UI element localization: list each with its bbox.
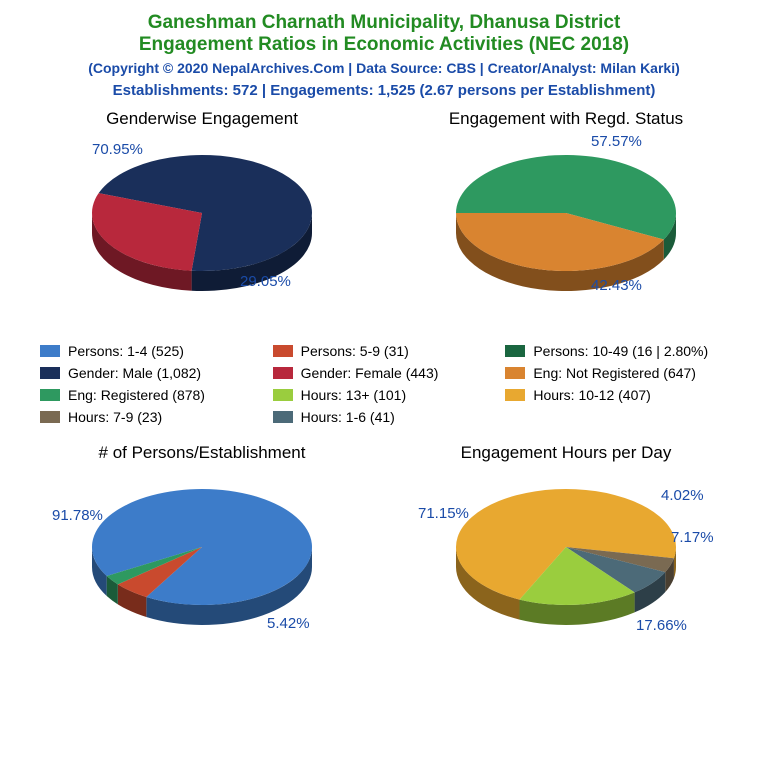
legend-swatch (40, 367, 60, 379)
legend-label: Hours: 7-9 (23) (68, 409, 162, 425)
legend: Persons: 1-4 (525) Persons: 5-9 (31) Perso… (20, 329, 748, 443)
stats-line: Establishments: 572 | Engagements: 1,525… (20, 82, 748, 99)
legend-swatch (505, 345, 525, 357)
legend-swatch (40, 345, 60, 357)
legend-item: Persons: 10-49 (16 | 2.80%) (505, 343, 728, 359)
chart-persons-title: # of Persons/Establishment (99, 443, 306, 463)
legend-item: Gender: Female (443) (273, 365, 496, 381)
legend-item: Hours: 7-9 (23) (40, 409, 263, 425)
legend-swatch (273, 345, 293, 357)
pie-hours: 71.15%4.02%7.17%17.66% (426, 467, 706, 637)
title-line-2: Engagement Ratios in Economic Activities… (20, 34, 748, 56)
legend-item: Eng: Not Registered (647) (505, 365, 728, 381)
pie-slice-label: 4.02% (661, 487, 704, 504)
chart-persons: # of Persons/Establishment 91.78%5.42% (20, 443, 384, 663)
legend-swatch (505, 389, 525, 401)
legend-item: Eng: Registered (878) (40, 387, 263, 403)
legend-swatch (273, 411, 293, 423)
chart-hours-title: Engagement Hours per Day (461, 443, 672, 463)
pie-slice-label: 7.17% (671, 529, 714, 546)
header-block: Ganeshman Charnath Municipality, Dhanusa… (20, 12, 748, 99)
legend-label: Gender: Female (443) (301, 365, 439, 381)
legend-label: Persons: 5-9 (31) (301, 343, 409, 359)
chart-gender-title: Genderwise Engagement (106, 109, 298, 129)
legend-label: Hours: 1-6 (41) (301, 409, 395, 425)
legend-swatch (273, 367, 293, 379)
charts-grid: Genderwise Engagement 70.95% 29.05% Engag… (20, 109, 748, 663)
title-line-1: Ganeshman Charnath Municipality, Dhanusa… (20, 12, 748, 34)
chart-gender: Genderwise Engagement 70.95% 29.05% (20, 109, 384, 329)
legend-label: Persons: 1-4 (525) (68, 343, 184, 359)
legend-item: Hours: 10-12 (407) (505, 387, 728, 403)
legend-swatch (40, 389, 60, 401)
legend-label: Eng: Not Registered (647) (533, 365, 696, 381)
pie-regd: 57.57% 42.43% (426, 133, 706, 303)
pie-slice-label: 91.78% (52, 507, 103, 524)
pie-persons: 91.78%5.42% (62, 467, 342, 637)
pie-slice-label: 57.57% (591, 133, 642, 150)
chart-regd: Engagement with Regd. Status 57.57% 42.43… (384, 109, 748, 329)
pie-slice-label: 5.42% (267, 615, 310, 632)
legend-label: Hours: 13+ (101) (301, 387, 406, 403)
legend-label: Persons: 10-49 (16 | 2.80%) (533, 343, 708, 359)
chart-hours: Engagement Hours per Day 71.15%4.02%7.17… (384, 443, 748, 663)
legend-swatch (505, 367, 525, 379)
copyright-line: (Copyright © 2020 NepalArchives.Com | Da… (20, 60, 748, 76)
chart-regd-title: Engagement with Regd. Status (449, 109, 683, 129)
legend-label: Gender: Male (1,082) (68, 365, 201, 381)
legend-swatch (273, 389, 293, 401)
pie-slice-label: 71.15% (418, 505, 469, 522)
pie-slice-label: 42.43% (591, 277, 642, 294)
legend-label: Hours: 10-12 (407) (533, 387, 651, 403)
legend-item: Persons: 1-4 (525) (40, 343, 263, 359)
legend-item: Persons: 5-9 (31) (273, 343, 496, 359)
legend-item: Hours: 13+ (101) (273, 387, 496, 403)
pie-gender: 70.95% 29.05% (62, 133, 342, 303)
pie-slice-label: 29.05% (240, 273, 291, 290)
legend-item: Hours: 1-6 (41) (273, 409, 496, 425)
legend-item: Gender: Male (1,082) (40, 365, 263, 381)
pie-slice-label: 17.66% (636, 617, 687, 634)
legend-swatch (40, 411, 60, 423)
pie-slice-label: 70.95% (92, 141, 143, 158)
legend-label: Eng: Registered (878) (68, 387, 205, 403)
